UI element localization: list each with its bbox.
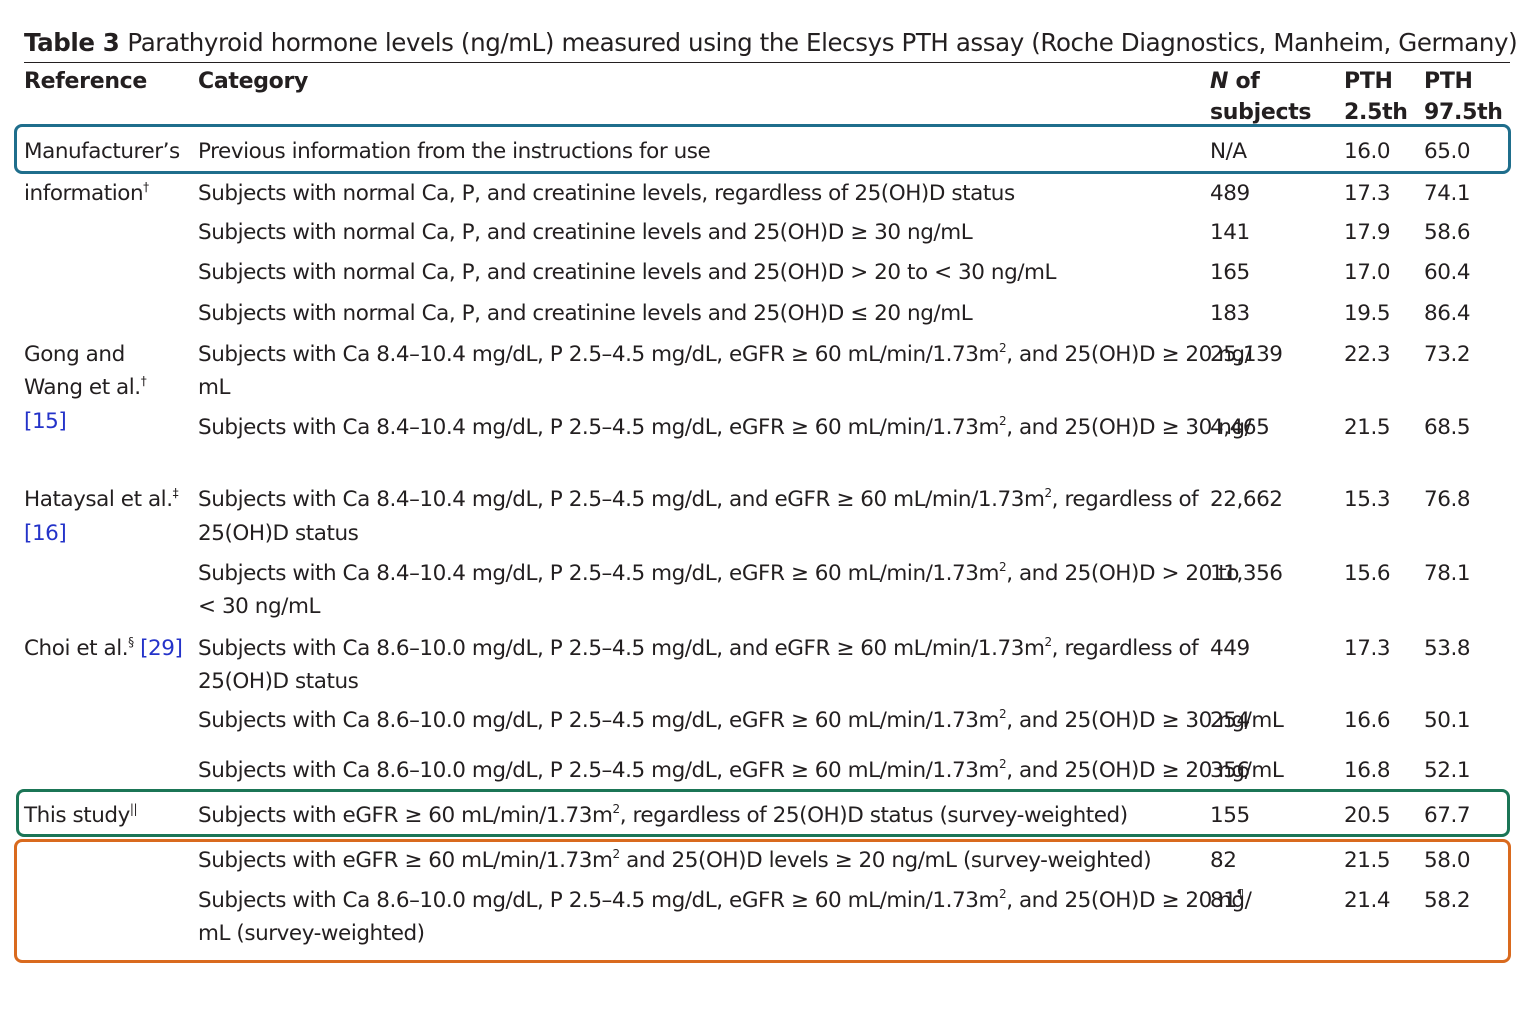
footnote-mark: || — [129, 802, 138, 816]
table-row-2-n: 141 — [1210, 220, 1250, 245]
table-row-6-n: 4,465 — [1210, 415, 1270, 440]
table-row-11-p25: 16.8 — [1344, 758, 1391, 783]
table-row-14-n: 81¶ — [1210, 887, 1244, 913]
table-row-13-p975: 58.0 — [1424, 848, 1471, 873]
table-row-14-category-cont: mL (survey-weighted) — [198, 921, 425, 946]
reference-this-study: This study|| — [24, 802, 138, 828]
table-row-14-category: Subjects with Ca 8.6–10.0 mg/dL, P 2.5–4… — [198, 887, 1252, 913]
citation-link-15[interactable]: [15] — [24, 409, 67, 434]
table-row-3-p975: 60.4 — [1424, 260, 1471, 285]
reference-gong-line1: Gong and — [24, 342, 125, 367]
table-row-8-category-cont: < 30 ng/mL — [198, 594, 320, 619]
highlight-box-survey-weighted — [14, 839, 1511, 963]
table-row-8-category: Subjects with Ca 8.4–10.4 mg/dL, P 2.5–4… — [198, 560, 1239, 586]
citation-link-16[interactable]: [16] — [24, 521, 67, 546]
table-row-9-n: 449 — [1210, 636, 1250, 661]
table-row-9-category-cont: 25(OH)D status — [198, 669, 359, 694]
citation-link-29[interactable]: [29] — [140, 636, 183, 661]
table-row-12-category: Subjects with eGFR ≥ 60 mL/min/1.73m2, r… — [198, 802, 1128, 828]
header-pth-2-5-line1: PTH — [1344, 69, 1393, 94]
table-row-11-category: Subjects with Ca 8.6–10.0 mg/dL, P 2.5–4… — [198, 757, 1284, 783]
table-row-1-category: Subjects with normal Ca, P, and creatini… — [198, 181, 1015, 206]
table-row-4-p25: 19.5 — [1344, 301, 1391, 326]
table-row-14-p25: 21.4 — [1344, 888, 1391, 913]
table-row-6-category: Subjects with Ca 8.4–10.4 mg/dL, P 2.5–4… — [198, 414, 1252, 440]
table-row-4-p975: 86.4 — [1424, 301, 1471, 326]
header-subjects: subjects — [1210, 100, 1312, 125]
table-row-11-n: 356 — [1210, 758, 1250, 783]
table-row-5-p25: 22.3 — [1344, 342, 1391, 367]
header-pth-97-5-line2: 97.5th — [1424, 100, 1503, 125]
table-row-14-p975: 58.2 — [1424, 888, 1471, 913]
table-row-2-p975: 58.6 — [1424, 220, 1471, 245]
table-row-8-p975: 78.1 — [1424, 561, 1471, 586]
table-row-3-category: Subjects with normal Ca, P, and creatini… — [198, 260, 1057, 285]
table-row-2-category: Subjects with normal Ca, P, and creatini… — [198, 220, 973, 245]
header-category: Category — [198, 69, 309, 94]
reference-manufacturer-line1: Manufacturer’s — [24, 139, 180, 164]
table-row-9-p25: 17.3 — [1344, 636, 1391, 661]
header-pth-2-5-line2: 2.5th — [1344, 100, 1408, 125]
table-row-8-p25: 15.6 — [1344, 561, 1391, 586]
table-row-7-n: 22,662 — [1210, 487, 1283, 512]
highlight-box-manufacturer — [14, 124, 1511, 174]
table-row-1-p25: 17.3 — [1344, 181, 1391, 206]
table-row-12-n: 155 — [1210, 803, 1250, 828]
footnote-mark: § — [128, 635, 134, 649]
table-row-5-category: Subjects with Ca 8.4–10.4 mg/dL, P 2.5–4… — [198, 341, 1252, 367]
table-row-7-p975: 76.8 — [1424, 487, 1471, 512]
reference-manufacturer-line2: information† — [24, 180, 149, 206]
table-row-12-p975: 67.7 — [1424, 803, 1471, 828]
table-row-5-p975: 73.2 — [1424, 342, 1471, 367]
header-n-italic: N — [1210, 69, 1229, 94]
table-row-11-p975: 52.1 — [1424, 758, 1471, 783]
table-title: Parathyroid hormone levels (ng/mL) measu… — [127, 28, 1518, 57]
table-row-7-category: Subjects with Ca 8.4–10.4 mg/dL, P 2.5–4… — [198, 486, 1199, 512]
footnote-mark: ¶ — [1236, 887, 1244, 901]
footnote-mark: † — [143, 180, 149, 194]
table-row-10-n: 254 — [1210, 708, 1250, 733]
caption-rule — [24, 62, 1510, 63]
table-row-3-n: 165 — [1210, 260, 1250, 285]
highlight-box-this-study — [16, 789, 1510, 837]
table-row-12-p25: 20.5 — [1344, 803, 1391, 828]
table-caption: Table 3 Parathyroid hormone levels (ng/mL… — [24, 28, 1518, 58]
table-row-5-n: 25,139 — [1210, 342, 1283, 367]
table-row-6-p975: 68.5 — [1424, 415, 1471, 440]
table-row-13-category: Subjects with eGFR ≥ 60 mL/min/1.73m2 an… — [198, 847, 1152, 873]
header-n-of: of — [1235, 69, 1260, 94]
footnote-mark: ‡ — [172, 486, 179, 500]
table-row-7-p25: 15.3 — [1344, 487, 1391, 512]
table-row-3-p25: 17.0 — [1344, 260, 1391, 285]
table-row-0-n: N/A — [1210, 139, 1247, 164]
table-row-2-p25: 17.9 — [1344, 220, 1391, 245]
table-row-1-n: 489 — [1210, 181, 1250, 206]
header-reference: Reference — [24, 69, 148, 94]
table-row-4-n: 183 — [1210, 301, 1250, 326]
table-row-8-n: 11,356 — [1210, 561, 1283, 586]
header-pth-97-5-line1: PTH — [1424, 69, 1473, 94]
table-row-9-category: Subjects with Ca 8.6–10.0 mg/dL, P 2.5–4… — [198, 635, 1199, 661]
header-n-of-subjects: N of — [1210, 68, 1260, 96]
reference-hataysal-line1: Hataysal et al.‡ — [24, 486, 179, 512]
table-row-5-category-cont: mL — [198, 375, 231, 400]
table-row-0-p975: 65.0 — [1424, 139, 1471, 164]
table-row-0-p25: 16.0 — [1344, 139, 1391, 164]
table-row-1-p975: 74.1 — [1424, 181, 1471, 206]
table-row-4-category: Subjects with normal Ca, P, and creatini… — [198, 301, 973, 326]
table-row-6-p25: 21.5 — [1344, 415, 1391, 440]
table-row-0-category: Previous information from the instructio… — [198, 139, 711, 164]
footnote-mark: † — [140, 374, 147, 388]
reference-gong-line2: Wang et al.† — [24, 374, 147, 400]
table-label: Table 3 — [24, 28, 120, 57]
table-row-9-p975: 53.8 — [1424, 636, 1471, 661]
reference-choi: Choi et al.§ [29] — [24, 635, 183, 661]
table-row-13-n: 82 — [1210, 848, 1237, 873]
table-row-7-category-cont: 25(OH)D status — [198, 521, 359, 546]
table-row-10-p25: 16.6 — [1344, 708, 1391, 733]
table-row-10-p975: 50.1 — [1424, 708, 1471, 733]
table-row-13-p25: 21.5 — [1344, 848, 1391, 873]
table-row-10-category: Subjects with Ca 8.6–10.0 mg/dL, P 2.5–4… — [198, 707, 1284, 733]
